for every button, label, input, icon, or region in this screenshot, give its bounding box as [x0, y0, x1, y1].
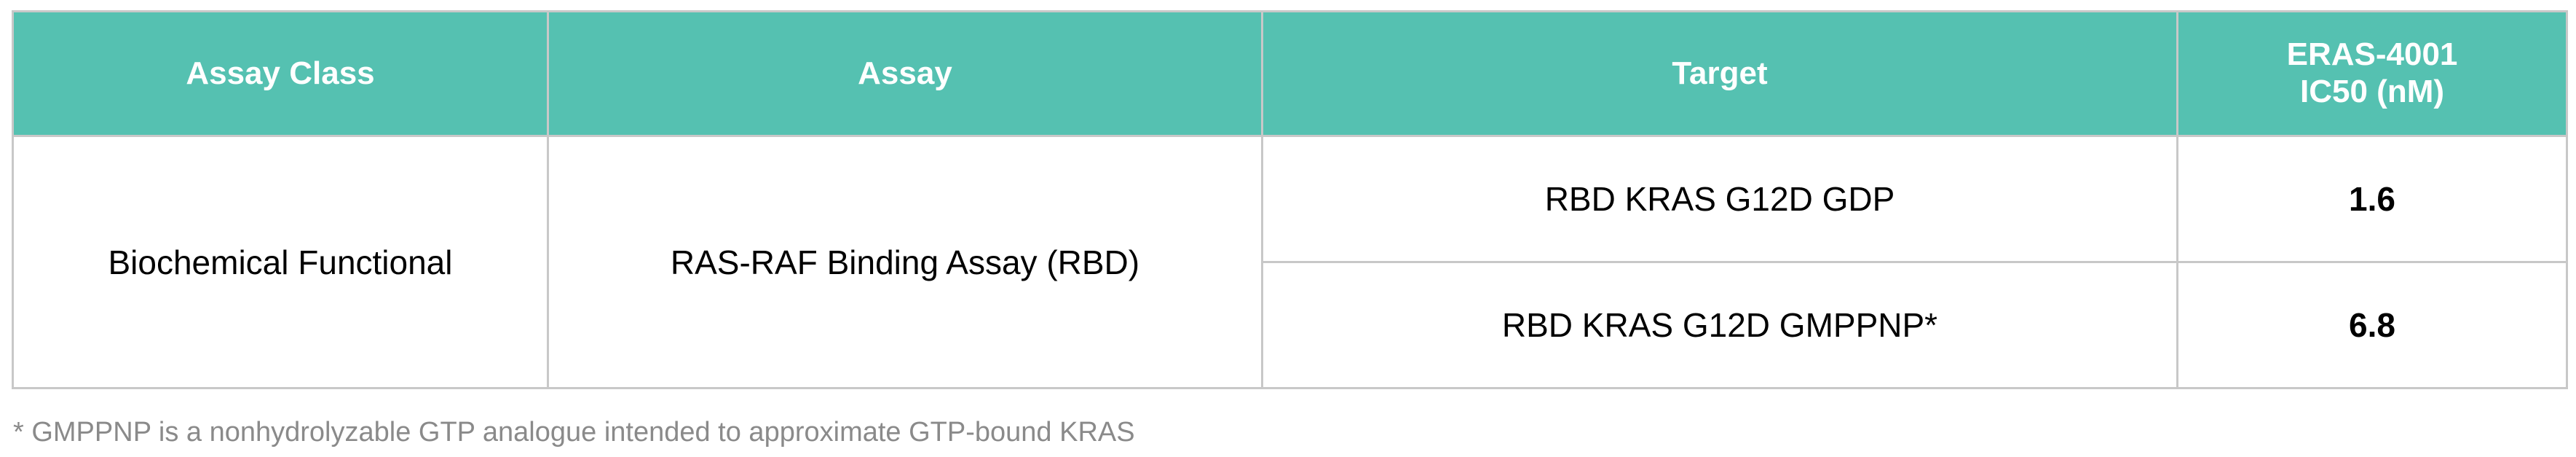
target-cell: RBD KRAS G12D GMPPNP* [1261, 261, 2178, 389]
assay-cell: RAS-RAF Binding Assay (RBD) [547, 135, 1263, 389]
assay-class-cell: Biochemical Functional [12, 135, 549, 389]
target-cell: RBD KRAS G12D GDP [1261, 135, 2178, 263]
table-row: RBD KRAS G12D GMPPNP* 6.8 [13, 261, 2568, 389]
table-row: Biochemical Functional RAS-RAF Binding A… [12, 135, 2568, 389]
header-assay-class: Assay Class [12, 10, 549, 137]
header-row: Assay Class Assay Target ERAS-4001 IC50 (… [12, 10, 2568, 137]
ic50-cell: 6.8 [2176, 261, 2568, 389]
header-compound: ERAS-4001 [2286, 36, 2458, 73]
header-target: Target [1261, 10, 2178, 137]
header-ic50: ERAS-4001 IC50 (nM) [2176, 10, 2568, 137]
ic50-cell: 1.6 [2176, 135, 2568, 263]
header-assay: Assay [547, 10, 1263, 137]
footnote: * GMPPNP is a nonhydrolyzable GTP analog… [13, 417, 1135, 448]
header-unit: IC50 (nM) [2300, 74, 2444, 109]
assay-table: Assay Class Assay Target ERAS-4001 IC50 (… [12, 10, 2568, 389]
